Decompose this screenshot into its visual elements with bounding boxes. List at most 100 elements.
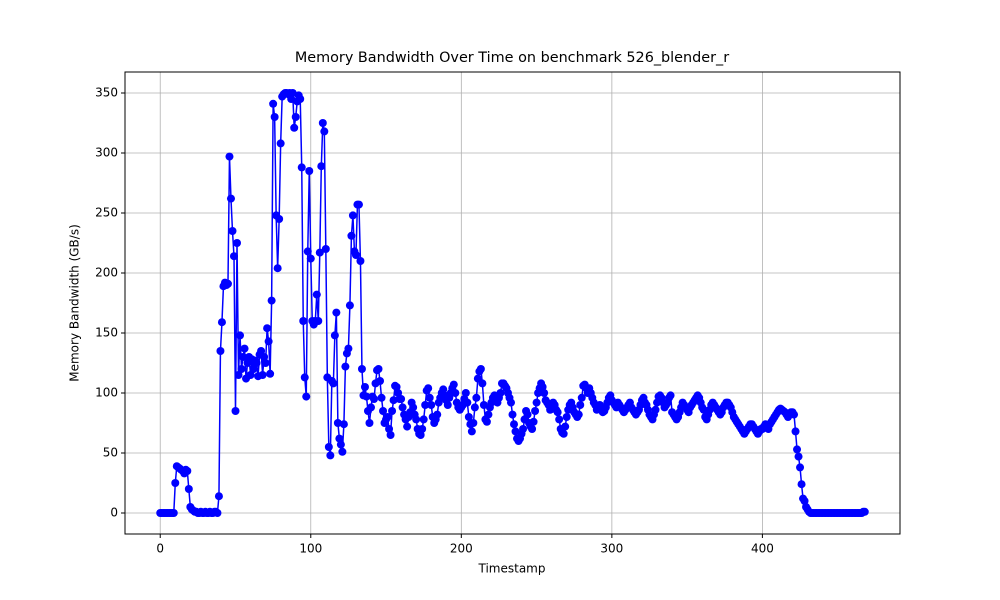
data-point xyxy=(260,353,269,361)
data-point xyxy=(366,403,375,412)
data-point xyxy=(299,317,308,325)
data-point xyxy=(339,420,348,429)
data-point xyxy=(333,419,342,427)
data-point xyxy=(511,427,520,436)
data-point xyxy=(469,419,478,427)
data-point xyxy=(577,393,586,402)
data-point xyxy=(303,247,312,256)
data-point xyxy=(392,383,401,391)
data-point xyxy=(553,408,562,417)
data-point xyxy=(329,379,338,388)
data-point xyxy=(794,452,803,461)
data-point xyxy=(416,431,425,439)
data-point xyxy=(470,403,479,412)
y-tick-label: 350 xyxy=(95,86,118,100)
data-point xyxy=(574,410,583,419)
data-point xyxy=(421,401,430,409)
data-point xyxy=(326,451,335,460)
y-tick-label: 250 xyxy=(95,206,118,220)
data-point xyxy=(291,113,300,121)
data-point xyxy=(860,507,869,516)
data-point xyxy=(506,398,515,407)
data-point xyxy=(561,422,570,431)
data-point xyxy=(472,393,481,402)
data-point xyxy=(296,95,305,103)
data-point xyxy=(257,347,266,355)
data-point xyxy=(300,373,309,382)
data-point xyxy=(419,415,428,424)
data-point xyxy=(263,324,272,333)
data-point xyxy=(424,384,433,393)
data-point xyxy=(377,393,386,402)
data-point xyxy=(389,396,398,405)
y-tick-label: 200 xyxy=(95,266,118,280)
data-point xyxy=(409,403,418,412)
data-point xyxy=(555,415,564,424)
data-point xyxy=(351,251,360,259)
data-point xyxy=(397,395,406,403)
data-point xyxy=(412,415,421,424)
x-axis-label: Timestamp xyxy=(478,562,546,576)
data-point xyxy=(213,509,222,517)
data-point xyxy=(228,227,237,235)
data-point xyxy=(461,389,470,397)
plot-frame xyxy=(124,71,901,535)
data-point xyxy=(496,389,505,397)
data-point xyxy=(234,371,243,379)
data-point xyxy=(540,389,549,397)
data-point xyxy=(344,344,353,353)
y-tick-label: 50 xyxy=(103,446,118,460)
data-point xyxy=(240,344,249,353)
data-point xyxy=(261,359,270,367)
data-point xyxy=(171,479,180,487)
data-point xyxy=(478,379,487,388)
data-point xyxy=(347,231,356,240)
x-tick-label: 100 xyxy=(299,542,322,556)
data-point xyxy=(790,410,799,419)
data-point xyxy=(348,211,357,220)
data-point xyxy=(362,392,371,401)
data-point xyxy=(338,447,347,456)
data-point xyxy=(266,369,275,378)
data-point xyxy=(288,89,297,97)
data-point xyxy=(538,383,547,391)
data-point xyxy=(317,162,326,171)
data-point xyxy=(427,401,436,409)
data-point xyxy=(315,248,324,257)
data-point xyxy=(216,347,225,355)
x-tick-label: 200 xyxy=(450,542,473,556)
data-point xyxy=(439,385,448,394)
data-point xyxy=(386,431,395,439)
data-point xyxy=(223,279,232,288)
data-point xyxy=(225,152,234,161)
data-point xyxy=(484,410,493,419)
data-point xyxy=(267,296,276,305)
data-point xyxy=(236,331,245,340)
data-point xyxy=(476,365,485,373)
y-tick-label: 0 xyxy=(110,506,118,520)
data-point xyxy=(356,257,365,265)
data-point xyxy=(376,377,385,385)
data-point xyxy=(226,194,235,203)
data-point xyxy=(312,290,321,299)
y-tick-label: 300 xyxy=(95,146,118,160)
data-point xyxy=(482,417,491,426)
data-point xyxy=(258,371,267,379)
data-point xyxy=(321,245,330,253)
data-point xyxy=(332,308,341,317)
data-point xyxy=(239,353,248,361)
data-point xyxy=(318,119,327,127)
data-point xyxy=(425,393,434,402)
data-point xyxy=(529,417,538,426)
data-point xyxy=(666,391,675,400)
data-point xyxy=(354,200,363,209)
x-tick-label: 0 xyxy=(156,542,164,556)
data-point xyxy=(314,317,323,325)
data-point xyxy=(320,127,329,136)
x-tick-label: 300 xyxy=(600,542,623,556)
data-point xyxy=(449,380,458,389)
data-point xyxy=(365,419,374,427)
data-point xyxy=(270,113,279,121)
data-point xyxy=(528,425,537,433)
